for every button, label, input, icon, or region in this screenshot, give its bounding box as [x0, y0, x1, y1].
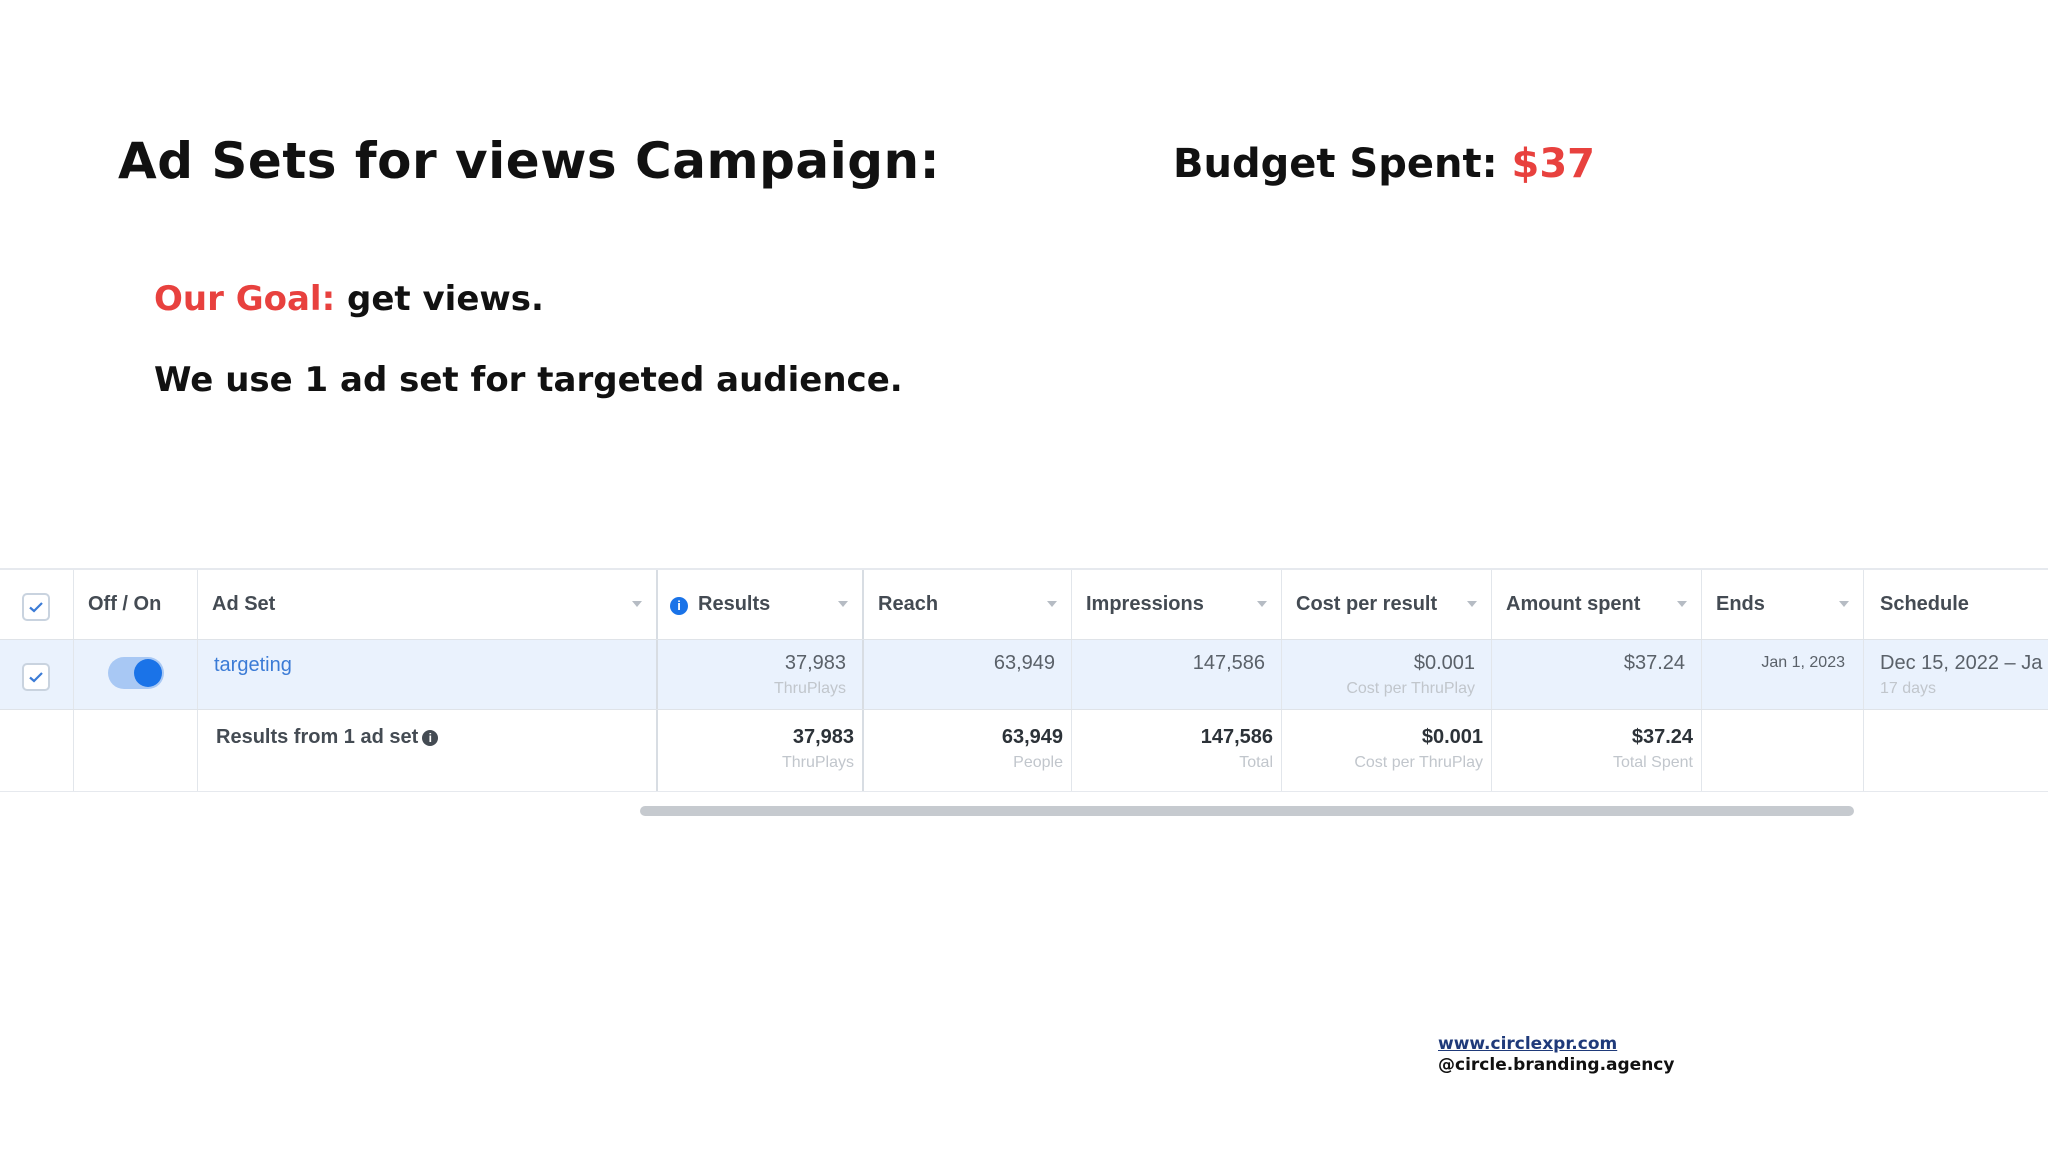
sort-caret-icon[interactable]: [1047, 601, 1057, 607]
ad-set-link[interactable]: targeting: [214, 654, 292, 676]
column-label: Amount spent: [1506, 593, 1641, 615]
goal-line: Our Goal: get views.: [154, 279, 544, 319]
reach-value: 63,949: [993, 652, 1055, 674]
info-icon[interactable]: i: [422, 730, 439, 746]
summary-amount-spent-sub: Total Spent: [1612, 754, 1693, 771]
reach-cell: 63,949: [864, 640, 1072, 709]
column-header-ends[interactable]: Ends: [1702, 570, 1864, 639]
sort-caret-icon[interactable]: [838, 601, 848, 607]
cost-per-result-cell: $0.001 Cost per ThruPlay: [1282, 640, 1492, 709]
select-all-checkbox[interactable]: [22, 593, 50, 621]
column-label: Cost per result: [1296, 593, 1438, 615]
checkmark-icon: [29, 602, 43, 613]
column-header-amount-spent[interactable]: Amount spent: [1492, 570, 1702, 639]
schedule-cell: Dec 15, 2022 – Ja 17 days: [1864, 640, 2048, 709]
sort-caret-icon[interactable]: [1677, 601, 1687, 607]
column-header-schedule[interactable]: Schedule: [1864, 570, 2048, 639]
sort-caret-icon[interactable]: [632, 601, 642, 607]
summary-reach-value: 63,949: [1001, 726, 1063, 748]
amount-spent-cell: $37.24: [1492, 640, 1702, 709]
column-header-impressions[interactable]: Impressions: [1072, 570, 1282, 639]
summary-cost-per-result-sub: Cost per ThruPlay: [1354, 754, 1483, 771]
summary-reach-cell: 63,949 People: [864, 710, 1072, 791]
summary-reach-sub: People: [1013, 754, 1063, 771]
results-sub: ThruPlays: [773, 680, 846, 697]
summary-impressions-cell: 147,586 Total: [1072, 710, 1282, 791]
impressions-value: 147,586: [1192, 652, 1265, 674]
summary-cost-per-result-value: $0.001: [1421, 726, 1483, 748]
column-label: Off / On: [88, 593, 162, 615]
table-row[interactable]: targeting 37,983 ThruPlays 63,949 147,58…: [0, 640, 2048, 710]
toggle-cell: [74, 640, 198, 709]
summary-label: Results from 1 ad set: [216, 726, 419, 748]
schedule-value: Dec 15, 2022 – Ja: [1880, 652, 2043, 674]
budget-spent: Budget Spent: $37: [1173, 141, 1595, 187]
ad-sets-table: Off / On Ad Set i Results Reach Impressio…: [0, 568, 2048, 814]
header-select-cell: [0, 570, 74, 639]
summary-row: Results from 1 ad set i 37,983 ThruPlays …: [0, 710, 2048, 792]
summary-amount-spent-cell: $37.24 Total Spent: [1492, 710, 1702, 791]
summary-amount-spent-value: $37.24: [1631, 726, 1693, 748]
ends-value: Jan 1, 2023: [1761, 654, 1845, 671]
column-label: Results: [698, 593, 771, 615]
column-label: Reach: [878, 593, 939, 615]
toggle-knob: [134, 659, 162, 687]
sort-caret-icon[interactable]: [1467, 601, 1477, 607]
summary-label-cell: Results from 1 ad set i: [198, 710, 658, 791]
results-value: 37,983: [784, 652, 846, 674]
ad-set-note: We use 1 ad set for targeted audience.: [154, 360, 903, 400]
sort-caret-icon[interactable]: [1257, 601, 1267, 607]
website-link[interactable]: www.circlexpr.com: [1438, 1034, 1618, 1054]
budget-label: Budget Spent:: [1173, 141, 1498, 187]
goal-text: get views.: [347, 279, 544, 319]
ad-set-name-cell: targeting: [198, 640, 658, 709]
row-select-cell: [0, 640, 74, 709]
table-header-row: Off / On Ad Set i Results Reach Impressio…: [0, 570, 2048, 640]
cost-per-result-value: $0.001: [1413, 652, 1475, 674]
ends-cell: Jan 1, 2023: [1702, 640, 1864, 709]
summary-results-value: 37,983: [792, 726, 854, 748]
impressions-cell: 147,586: [1072, 640, 1282, 709]
summary-results-sub: ThruPlays: [781, 754, 854, 771]
column-header-reach[interactable]: Reach: [864, 570, 1072, 639]
summary-impressions-sub: Total: [1239, 754, 1273, 771]
ad-set-toggle[interactable]: [108, 657, 164, 689]
goal-label: Our Goal:: [154, 279, 336, 319]
column-label: Ends: [1716, 593, 1765, 615]
column-label: Schedule: [1880, 593, 1969, 615]
sort-caret-icon[interactable]: [1839, 601, 1849, 607]
results-cell: 37,983 ThruPlays: [658, 640, 864, 709]
column-header-cost-per-result[interactable]: Cost per result: [1282, 570, 1492, 639]
info-icon[interactable]: i: [670, 597, 688, 615]
schedule-sub: 17 days: [1880, 680, 1937, 697]
column-header-results[interactable]: i Results: [658, 570, 864, 639]
summary-cost-per-result-cell: $0.001 Cost per ThruPlay: [1282, 710, 1492, 791]
amount-spent-value: $37.24: [1623, 652, 1685, 674]
cost-per-result-sub: Cost per ThruPlay: [1346, 680, 1475, 697]
summary-results-cell: 37,983 ThruPlays: [658, 710, 864, 791]
horizontal-scrollbar[interactable]: [640, 806, 1854, 816]
social-handle: @circle.branding.agency: [1438, 1055, 1675, 1075]
footer: www.circlexpr.com @circle.branding.agenc…: [1438, 1034, 1674, 1075]
column-label: Impressions: [1086, 593, 1204, 615]
checkmark-icon: [29, 672, 43, 683]
page-title: Ad Sets for views Campaign:: [118, 132, 941, 190]
summary-impressions-value: 147,586: [1200, 726, 1273, 748]
row-checkbox[interactable]: [22, 663, 50, 691]
column-header-off-on[interactable]: Off / On: [74, 570, 198, 639]
budget-amount: $37: [1511, 141, 1596, 187]
column-header-ad-set[interactable]: Ad Set: [198, 570, 658, 639]
column-label: Ad Set: [212, 593, 276, 615]
